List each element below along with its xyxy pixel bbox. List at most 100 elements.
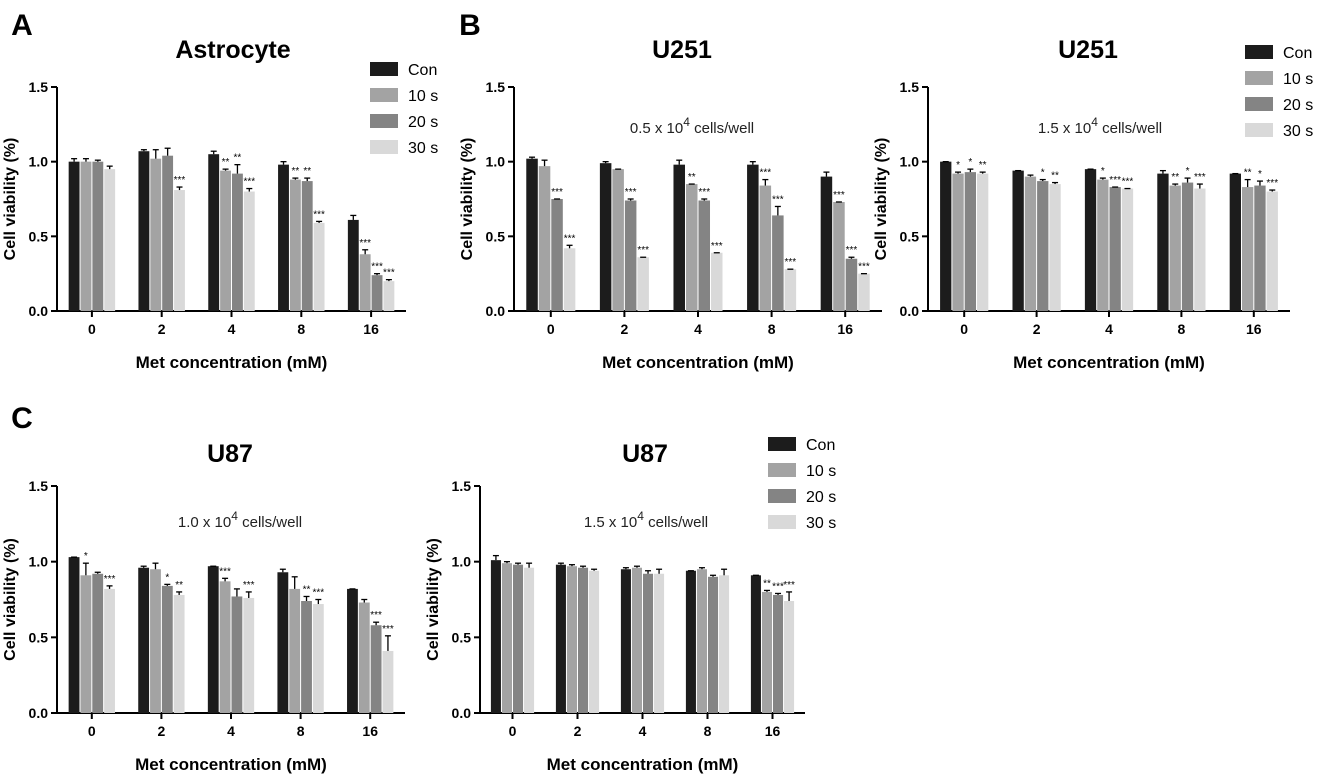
bar [1254, 185, 1266, 311]
y-tick-label: 1.5 [486, 79, 506, 95]
x-tick-label: 2 [621, 321, 629, 337]
y-axis-label: Cell viability (%) [873, 138, 890, 261]
significance-marker: * [1101, 166, 1105, 177]
bar [150, 158, 162, 311]
bar [1109, 187, 1121, 311]
subtitle-unit: cells/well [690, 120, 754, 137]
x-tick-label: 0 [547, 321, 555, 337]
significance-marker: * [84, 551, 88, 562]
bar [566, 566, 577, 713]
bar [173, 594, 185, 713]
legend-label: 30 s [408, 140, 438, 157]
panel-letter: A [11, 9, 33, 42]
x-tick-label: 8 [1178, 321, 1186, 337]
significance-marker: ** [303, 166, 311, 177]
legend-label: 30 s [806, 515, 836, 532]
subtitle-unit: cells/well [238, 514, 302, 531]
bar [92, 573, 104, 713]
bar [243, 191, 255, 311]
bar [289, 588, 301, 713]
x-tick-label: 2 [1033, 321, 1041, 337]
bar [138, 567, 150, 713]
significance-marker: *** [698, 187, 710, 198]
y-tick-label: 0.5 [452, 629, 472, 645]
bar [80, 161, 92, 311]
significance-marker: *** [1266, 178, 1278, 189]
bar [637, 257, 649, 311]
bar [711, 252, 723, 311]
significance-marker: *** [104, 574, 116, 585]
bar [243, 597, 255, 713]
bar [1241, 187, 1254, 311]
significance-marker: ** [175, 580, 183, 591]
chart-title: U251 [652, 36, 712, 64]
legend-label: 20 s [408, 114, 438, 131]
bar [207, 566, 219, 713]
significance-marker: *** [785, 257, 797, 268]
x-tick-label: 16 [362, 723, 378, 739]
significance-marker: ** [688, 172, 696, 183]
x-tick-label: 16 [1246, 321, 1262, 337]
significance-marker: *** [772, 581, 784, 592]
bar [833, 201, 845, 311]
significance-marker: *** [858, 262, 870, 273]
bar [685, 184, 698, 311]
legend-swatch [768, 489, 796, 503]
bar [68, 161, 80, 311]
chart-subtitle: 1.5 x 104 cells/well [584, 509, 708, 531]
x-tick-label: 2 [574, 723, 582, 739]
chart-subtitle: 0.5 x 104 cells/well [630, 115, 754, 137]
bar [278, 164, 289, 311]
legend-label: Con [1283, 45, 1312, 62]
bar [773, 594, 784, 713]
significance-marker: *** [846, 245, 858, 256]
significance-marker: *** [637, 245, 649, 256]
significance-marker: ** [222, 157, 230, 168]
y-tick-label: 1.0 [452, 554, 472, 570]
bar [761, 591, 772, 713]
bar [524, 567, 535, 713]
bar [685, 570, 696, 713]
bar [578, 567, 589, 713]
bar [1121, 188, 1134, 311]
bar [490, 560, 501, 713]
significance-marker: * [1041, 168, 1045, 179]
significance-marker: *** [833, 190, 845, 201]
legend-label: Con [806, 437, 835, 454]
x-axis-label: Met concentration (mM) [135, 755, 327, 774]
bar [150, 569, 161, 713]
y-tick-label: 0.5 [900, 228, 920, 244]
bar [784, 601, 795, 713]
legend-swatch [370, 140, 398, 154]
significance-marker: *** [243, 177, 255, 188]
bar [162, 155, 174, 311]
subtitle-base: 1.5 x 10 [1038, 120, 1091, 137]
bar [526, 158, 538, 311]
x-tick-label: 16 [837, 321, 853, 337]
significance-marker: *** [243, 580, 255, 591]
bar [208, 154, 220, 311]
bar [563, 248, 576, 311]
legend-label: 10 s [806, 463, 836, 480]
significance-marker: ** [234, 153, 242, 164]
y-tick-label: 0.0 [486, 303, 506, 319]
x-axis-label: Met concentration (mM) [1013, 353, 1205, 372]
significance-marker: *** [370, 610, 382, 621]
bar [104, 588, 115, 713]
bar [1024, 176, 1037, 311]
significance-marker: *** [383, 268, 395, 279]
bar [784, 269, 797, 311]
y-tick-label: 0.0 [900, 303, 920, 319]
bar [858, 273, 870, 311]
y-tick-label: 1.0 [29, 554, 49, 570]
y-tick-label: 1.0 [29, 154, 49, 170]
legend-swatch [1245, 97, 1273, 111]
x-tick-label: 0 [509, 723, 517, 739]
bar [1266, 191, 1278, 311]
subtitle-exponent: 4 [637, 509, 644, 523]
bar [1097, 179, 1109, 311]
bar [231, 596, 243, 713]
subtitle-base: 1.0 x 10 [178, 514, 231, 531]
